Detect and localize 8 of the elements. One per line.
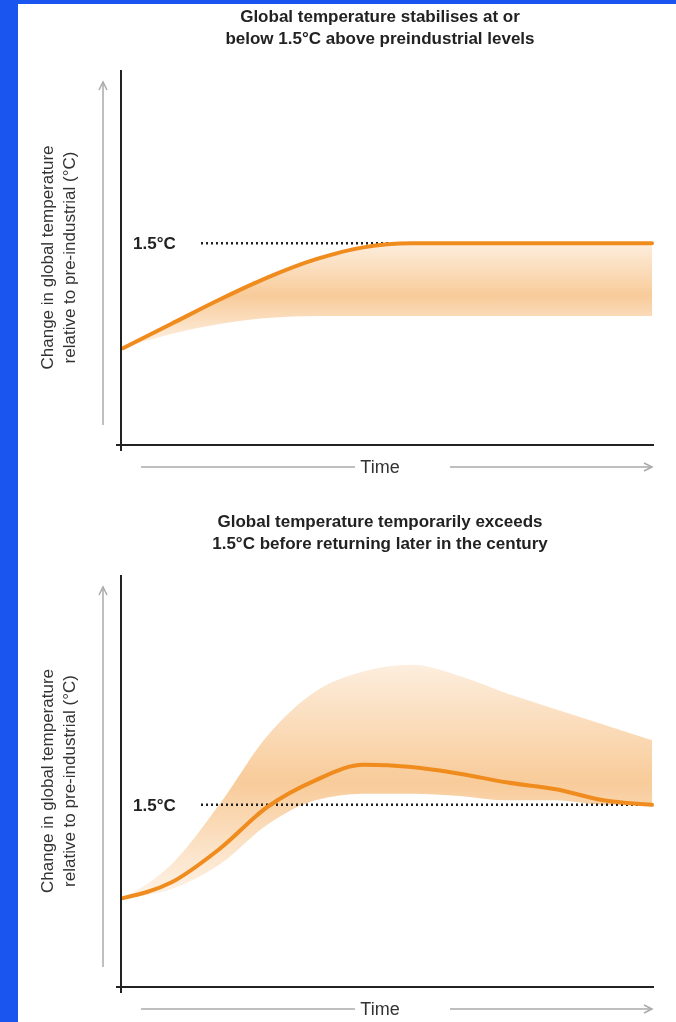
y-axis-title: Change in global temperature relative to pre-industrial (°C) <box>38 145 79 370</box>
chart-title: Global temperature temporarily exceeds 1.5°C before returning later in the century <box>212 512 549 553</box>
chart-title: Global temperature stabilises at or below 1.5°C above preindustrial levels <box>225 7 535 48</box>
x-axis-title: Time <box>360 457 400 477</box>
ref-line-label: 1.5°C <box>133 795 176 815</box>
ref-line-label: 1.5°C <box>133 234 176 254</box>
y-axis-title: Change in global temperature relative to pre-industrial (°C) <box>38 669 79 893</box>
x-axis-title: Time <box>360 999 400 1019</box>
